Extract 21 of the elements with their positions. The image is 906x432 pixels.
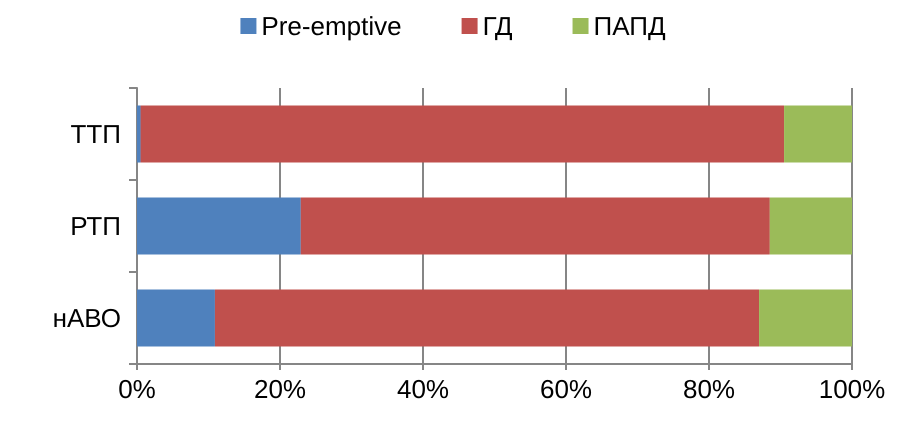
y-tick-label: нАВО (52, 303, 121, 333)
bar (137, 105, 141, 163)
x-tick-label: 20% (254, 374, 306, 404)
bar (137, 289, 215, 347)
bar (300, 197, 770, 255)
y-tick-label: РТП (70, 211, 121, 241)
x-tick-label: 100% (818, 374, 886, 404)
x-tick-label: 0% (118, 374, 156, 404)
bar (214, 289, 760, 347)
y-tick-label: ТТП (70, 119, 121, 149)
legend-label: ПАПД (594, 11, 666, 41)
x-tick-label: 80% (682, 374, 736, 404)
legend-label: ГД (482, 11, 513, 41)
x-tick-label: 40% (396, 374, 450, 404)
bar (759, 289, 852, 347)
bar (784, 105, 852, 163)
bar (770, 197, 852, 255)
bar (137, 197, 301, 255)
bar (140, 105, 784, 163)
x-tick-label: 60% (540, 374, 592, 404)
legend-label: Pre-emptive (261, 11, 402, 41)
